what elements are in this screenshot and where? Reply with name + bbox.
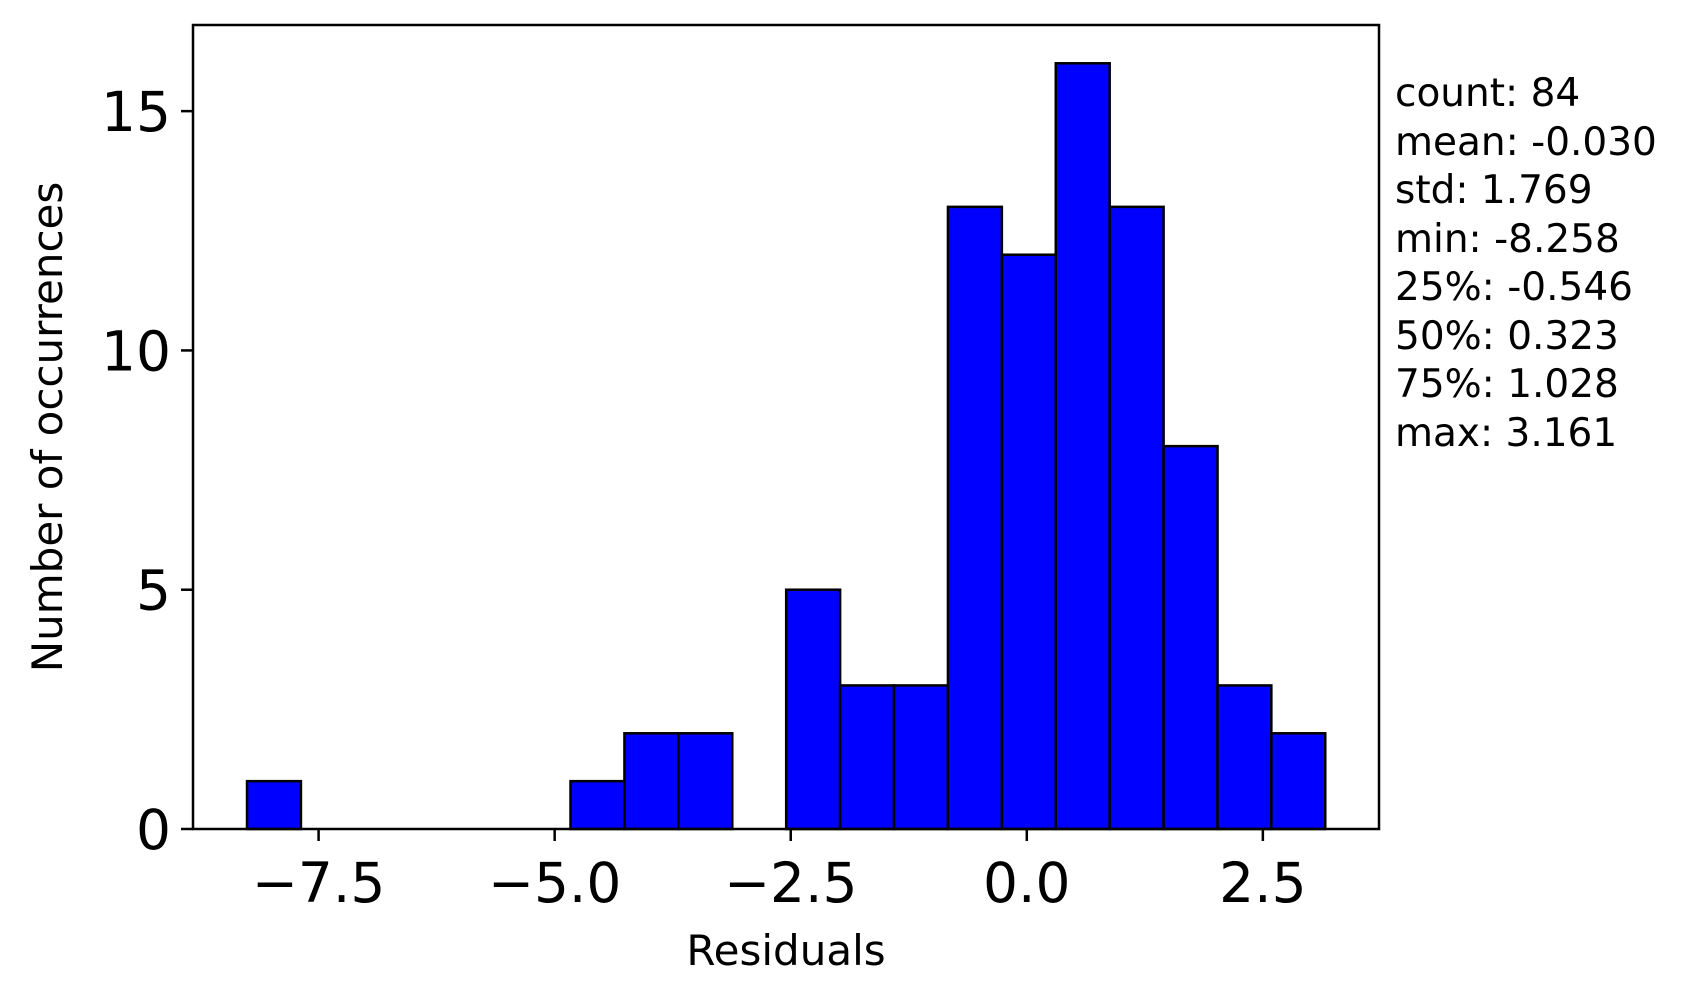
y-axis-label: Number of occurrences bbox=[23, 182, 72, 673]
y-tick-label: 0 bbox=[136, 798, 171, 862]
y-tick-label: 5 bbox=[136, 559, 171, 623]
histogram-bar bbox=[892, 684, 950, 831]
histogram-bar bbox=[1216, 684, 1273, 831]
stat-median: 50%: 0.323 bbox=[1395, 313, 1619, 359]
histogram-bar bbox=[1108, 205, 1165, 831]
x-axis-label: Residuals bbox=[686, 926, 885, 975]
histogram-bar bbox=[1162, 444, 1219, 831]
x-tick-label: 0.0 bbox=[983, 851, 1070, 915]
histogram-bar bbox=[1000, 253, 1058, 831]
histogram-bars bbox=[245, 62, 1327, 831]
summary-statistics: count: 84 mean: -0.030 std: 1.769 min: -… bbox=[1395, 70, 1657, 458]
stat-75-percentile: 75%: 1.028 bbox=[1395, 362, 1619, 407]
stat-25-percentile: 25%: -0.546 bbox=[1395, 265, 1633, 310]
histogram-bar bbox=[623, 732, 680, 831]
histogram-bar bbox=[784, 588, 842, 831]
histogram-bar bbox=[1054, 62, 1111, 831]
histogram-bar bbox=[677, 732, 734, 831]
y-tick-label: 15 bbox=[101, 80, 171, 144]
stat-mean: mean: -0.030 bbox=[1395, 119, 1657, 165]
stat-min: min: -8.258 bbox=[1395, 216, 1620, 262]
plot-area-frame bbox=[191, 23, 1381, 831]
histogram-bar bbox=[838, 684, 896, 831]
y-tick-label: 10 bbox=[101, 319, 171, 383]
histogram-bar bbox=[245, 779, 303, 831]
stat-std: std: 1.769 bbox=[1395, 168, 1593, 213]
x-axis-ticks: −7.5 −5.0 −2.5 0.0 2.5 bbox=[252, 829, 1307, 915]
x-tick-label: −5.0 bbox=[488, 851, 622, 915]
x-tick-label: 2.5 bbox=[1219, 851, 1306, 915]
stat-max: max: 3.161 bbox=[1395, 410, 1618, 456]
x-tick-label: −7.5 bbox=[252, 851, 386, 915]
histogram-bar bbox=[569, 779, 626, 831]
stat-count: count: 84 bbox=[1395, 71, 1581, 116]
y-axis-ticks: 0 5 10 15 bbox=[101, 80, 193, 862]
histogram-bar bbox=[946, 205, 1004, 831]
histogram-bar bbox=[1270, 732, 1327, 831]
x-tick-label: −2.5 bbox=[724, 851, 858, 915]
